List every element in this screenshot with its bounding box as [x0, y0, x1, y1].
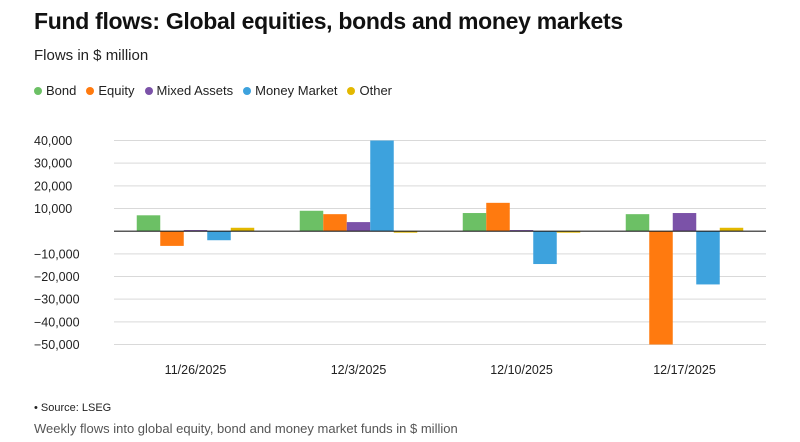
chart-title: Fund flows: Global equities, bonds and m…: [34, 8, 623, 34]
y-tick-label: 10,000: [34, 202, 72, 216]
legend-swatch-money-market: [243, 86, 252, 95]
chart-description: Weekly flows into global equity, bond an…: [34, 421, 458, 436]
bar-money-market: [696, 231, 720, 285]
bar-mixed-assets: [346, 222, 371, 232]
legend-swatch-bond: [34, 86, 42, 95]
legend-swatch-equity: [86, 86, 95, 95]
legend-label-equity: Equity: [98, 83, 135, 98]
y-tick-label: −30,000: [34, 293, 80, 307]
y-tick-label: 20,000: [34, 179, 72, 193]
chart-subtitle: Flows in $ million: [34, 47, 149, 64]
legend-item-bond: Bond: [34, 83, 76, 98]
legend-item-equity: Equity: [86, 83, 135, 98]
x-tick-label: 12/10/2025: [490, 363, 553, 377]
bar-other: [556, 231, 581, 233]
source-note: • Source: LSEG: [34, 402, 112, 414]
y-tick-label: 40,000: [34, 134, 72, 148]
bar-money-market: [533, 231, 557, 265]
y-tick-label: −40,000: [34, 315, 80, 329]
bar-equity: [323, 214, 347, 232]
legend: Bond Equity Mixed Assets Money Market Ot…: [34, 83, 392, 98]
y-tick-label: −10,000: [34, 247, 80, 261]
x-tick-label: 12/17/2025: [653, 363, 716, 377]
y-tick-label: −20,000: [34, 270, 80, 284]
y-tick-label: 30,000: [34, 157, 72, 171]
bar-money-market: [370, 140, 394, 232]
legend-label-mixed-assets: Mixed Assets: [156, 83, 234, 98]
legend-item-other: Other: [347, 83, 392, 98]
bar-equity: [486, 202, 510, 232]
legend-label-money-market: Money Market: [255, 83, 338, 98]
x-tick-label: 12/3/2025: [331, 363, 387, 377]
legend-swatch-mixed-assets: [144, 86, 153, 95]
legend-label-other: Other: [359, 83, 392, 98]
bar-equity: [160, 231, 184, 246]
legend-label-bond: Bond: [46, 83, 77, 98]
bar-other: [719, 227, 744, 232]
legend-item-mixed-assets: Mixed Assets: [144, 83, 234, 98]
bar-bond: [299, 210, 324, 232]
bar-equity: [649, 231, 673, 345]
bar-money-market: [207, 231, 231, 241]
bar-bond: [136, 215, 161, 232]
bar-bond: [462, 213, 487, 232]
legend-item-money-market: Money Market: [243, 83, 337, 98]
bar-bond: [625, 214, 650, 232]
bar-other: [393, 231, 418, 233]
legend-swatch-other: [347, 86, 356, 95]
x-tick-label: 11/26/2025: [165, 363, 227, 377]
bar-mixed-assets: [672, 213, 697, 232]
bar-other: [230, 227, 255, 232]
y-tick-label: −50,000: [34, 338, 80, 352]
